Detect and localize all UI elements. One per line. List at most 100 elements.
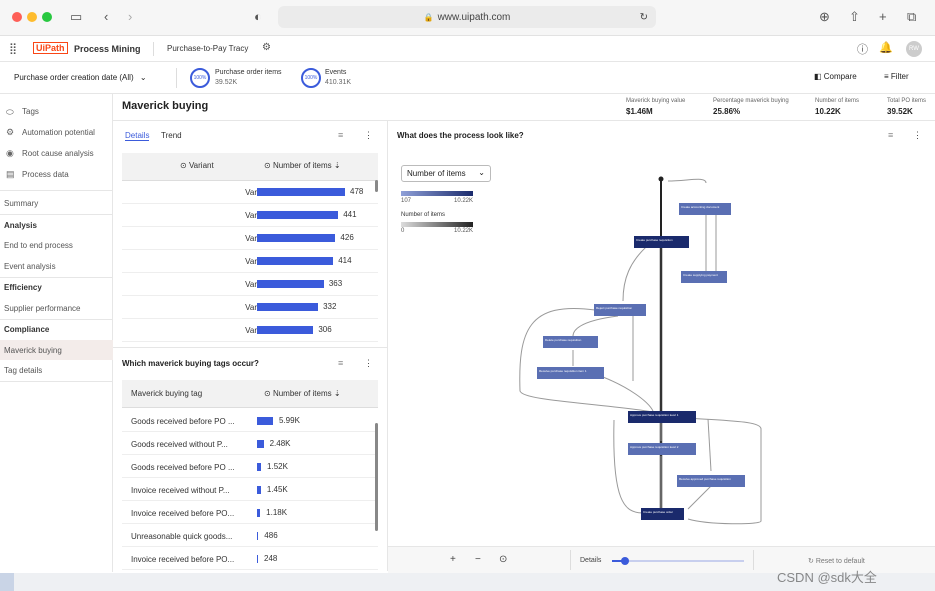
table-row[interactable]: Variant 30306 xyxy=(122,319,378,342)
filter-divider xyxy=(176,68,177,88)
sidebar-item-supplier-performance[interactable]: Supplier performance xyxy=(4,304,81,313)
table-row[interactable]: Invoice received before PO... 248 xyxy=(122,547,378,570)
share-icon[interactable]: ⇧ xyxy=(849,9,860,24)
zoom-window-button[interactable] xyxy=(42,12,52,22)
tag-count: 5.99K xyxy=(279,416,300,425)
close-window-button[interactable] xyxy=(12,12,22,22)
items-column-header[interactable]: ⊙ Number of items ⇣ xyxy=(264,161,341,170)
table-row[interactable]: Variant 20414 xyxy=(122,250,378,273)
tag-bar xyxy=(257,532,259,540)
reset-label: Reset to default xyxy=(815,558,865,565)
process-node[interactable]: Create purchase requisition xyxy=(634,236,689,248)
sidebar-section-analysis: Analysis xyxy=(4,221,37,230)
sidebar-item-tags[interactable]: Tags xyxy=(22,107,39,116)
back-icon[interactable]: ‹ xyxy=(104,9,109,24)
more-vertical-icon[interactable]: ⋮ xyxy=(364,358,373,368)
process-panel-title: What does the process look like? xyxy=(397,131,524,140)
process-graph[interactable] xyxy=(388,121,935,546)
process-node[interactable]: Approve purchase requisition level 1 xyxy=(628,411,696,423)
controls-divider xyxy=(753,550,754,570)
compare-button[interactable]: ◧ Compare xyxy=(814,72,857,81)
shield-icon[interactable]: ◐ xyxy=(254,9,262,24)
sidebar-item-root-cause[interactable]: Root cause analysis xyxy=(22,149,94,158)
table-row[interactable]: Variant 18441 xyxy=(122,204,378,227)
bell-icon[interactable]: 🔔 xyxy=(879,42,893,54)
filter-lines-icon[interactable]: ≡ xyxy=(338,358,344,368)
more-vertical-icon[interactable]: ⋮ xyxy=(913,130,922,140)
automation-icon: ⚙ xyxy=(6,127,15,137)
sidebar-item-maverick-buying[interactable]: Maverick buying xyxy=(4,346,62,355)
variants-scrollbar[interactable] xyxy=(375,180,378,192)
help-icon[interactable]: ⓘ xyxy=(857,44,868,56)
process-node[interactable]: Reject purchase requisition xyxy=(594,304,646,316)
forward-icon[interactable]: › xyxy=(128,9,133,24)
process-node[interactable]: Create purchase order xyxy=(641,508,684,520)
minimize-window-button[interactable] xyxy=(27,12,37,22)
process-node[interactable]: Create supplying payment xyxy=(681,271,727,283)
tags-scrollbar[interactable] xyxy=(375,423,378,531)
recenter-icon[interactable]: ⊙ xyxy=(499,554,508,565)
more-vertical-icon[interactable]: ⋮ xyxy=(364,130,373,140)
filter-lines-icon[interactable]: ≡ xyxy=(888,130,894,140)
variant-column-header[interactable]: ⊙ Variant xyxy=(180,161,214,170)
table-row[interactable]: Goods received without P... 2.48K xyxy=(122,432,378,455)
start-node xyxy=(658,176,664,182)
download-icon[interactable]: ⊕ xyxy=(819,9,830,24)
sidebar-section-efficiency: Efficiency xyxy=(4,283,42,292)
table-row[interactable]: Invoice received before PO... 1.18K xyxy=(122,501,378,524)
zoom-in-icon[interactable]: + xyxy=(450,554,456,565)
table-row[interactable]: Variant 26332 xyxy=(122,296,378,319)
metric-dropdown[interactable]: Number of items ⌄ xyxy=(401,165,491,182)
page-title: Maverick buying xyxy=(122,100,209,112)
details-slider-thumb[interactable] xyxy=(621,557,630,565)
avatar[interactable]: RW xyxy=(906,41,922,57)
sidebar-item-process-data[interactable]: Process data xyxy=(22,170,69,179)
variant-bar xyxy=(257,326,314,334)
sidebar-section-compliance: Compliance xyxy=(4,325,50,334)
tag-column-header[interactable]: Maverick buying tag xyxy=(131,389,203,398)
date-filter-dropdown[interactable]: Purchase order creation date (All) ⌄ xyxy=(14,73,147,82)
project-name[interactable]: Purchase-to-Pay Tracy xyxy=(167,44,249,53)
new-tab-icon[interactable]: + xyxy=(879,9,887,24)
tab-details[interactable]: Details xyxy=(125,131,150,141)
tag-icon: ⬭ xyxy=(6,107,14,117)
tab-trend[interactable]: Trend xyxy=(161,131,182,140)
table-row[interactable]: Invoice received without P... 1.45K xyxy=(122,478,378,501)
filter-bar: Purchase order creation date (All) ⌄ 100… xyxy=(0,62,935,94)
settings-icon[interactable]: ⚙ xyxy=(262,42,271,53)
table-row[interactable]: Variant 22363 xyxy=(122,273,378,296)
sidebar-item-end-to-end[interactable]: End to end process xyxy=(4,241,73,250)
details-slider-track[interactable] xyxy=(612,560,744,562)
sidebar-item-automation[interactable]: Automation potential xyxy=(22,128,95,137)
legend2-min: 0 xyxy=(401,228,405,234)
url-text: www.uipath.com xyxy=(437,11,511,23)
tabs-overview-icon[interactable]: ⧉ xyxy=(907,9,917,24)
address-bar[interactable]: 🔒 www.uipath.com ↻ xyxy=(278,6,656,28)
table-row[interactable]: Variant 19426 xyxy=(122,227,378,250)
reload-icon[interactable]: ↻ xyxy=(639,11,648,23)
table-row[interactable]: Goods received before PO ... 1.52K xyxy=(122,455,378,478)
filter-button[interactable]: ≡ Filter xyxy=(884,72,909,81)
reset-button[interactable]: ↻ Reset to default xyxy=(808,557,865,565)
process-node[interactable]: Receive purchase requisition item 1 xyxy=(537,367,604,379)
compare-label: Compare xyxy=(823,72,857,81)
process-node[interactable]: Approve purchase requisition level 2 xyxy=(628,443,696,455)
sidebar-divider xyxy=(0,381,113,382)
sidebar-toggle-icon[interactable]: ▭ xyxy=(70,9,83,24)
table-row[interactable]: Variant 16478 xyxy=(122,181,378,204)
process-node[interactable]: Receive approved purchase requisition xyxy=(677,475,745,487)
process-node[interactable]: Delete purchase requisition xyxy=(543,336,598,348)
sidebar-item-tag-details[interactable]: Tag details xyxy=(4,366,43,375)
process-node[interactable]: Create accounting document xyxy=(679,203,731,215)
tag-items-column-header[interactable]: ⊙ Number of items ⇣ xyxy=(264,389,341,398)
product-name: Process Mining xyxy=(74,44,141,54)
sidebar-item-summary[interactable]: Summary xyxy=(4,199,39,208)
filter-lines-icon[interactable]: ≡ xyxy=(338,130,344,140)
sidebar-item-event-analysis[interactable]: Event analysis xyxy=(4,262,56,271)
table-row[interactable]: Goods received before PO ... 5.99K xyxy=(122,409,378,432)
app-grid-icon[interactable]: ⣿ xyxy=(9,43,18,55)
table-row[interactable]: Unreasonable quick goods... 486 xyxy=(122,524,378,547)
variant-count: 414 xyxy=(338,256,352,265)
zoom-out-icon[interactable]: − xyxy=(475,554,481,565)
variant-column-label: Variant xyxy=(188,161,214,170)
